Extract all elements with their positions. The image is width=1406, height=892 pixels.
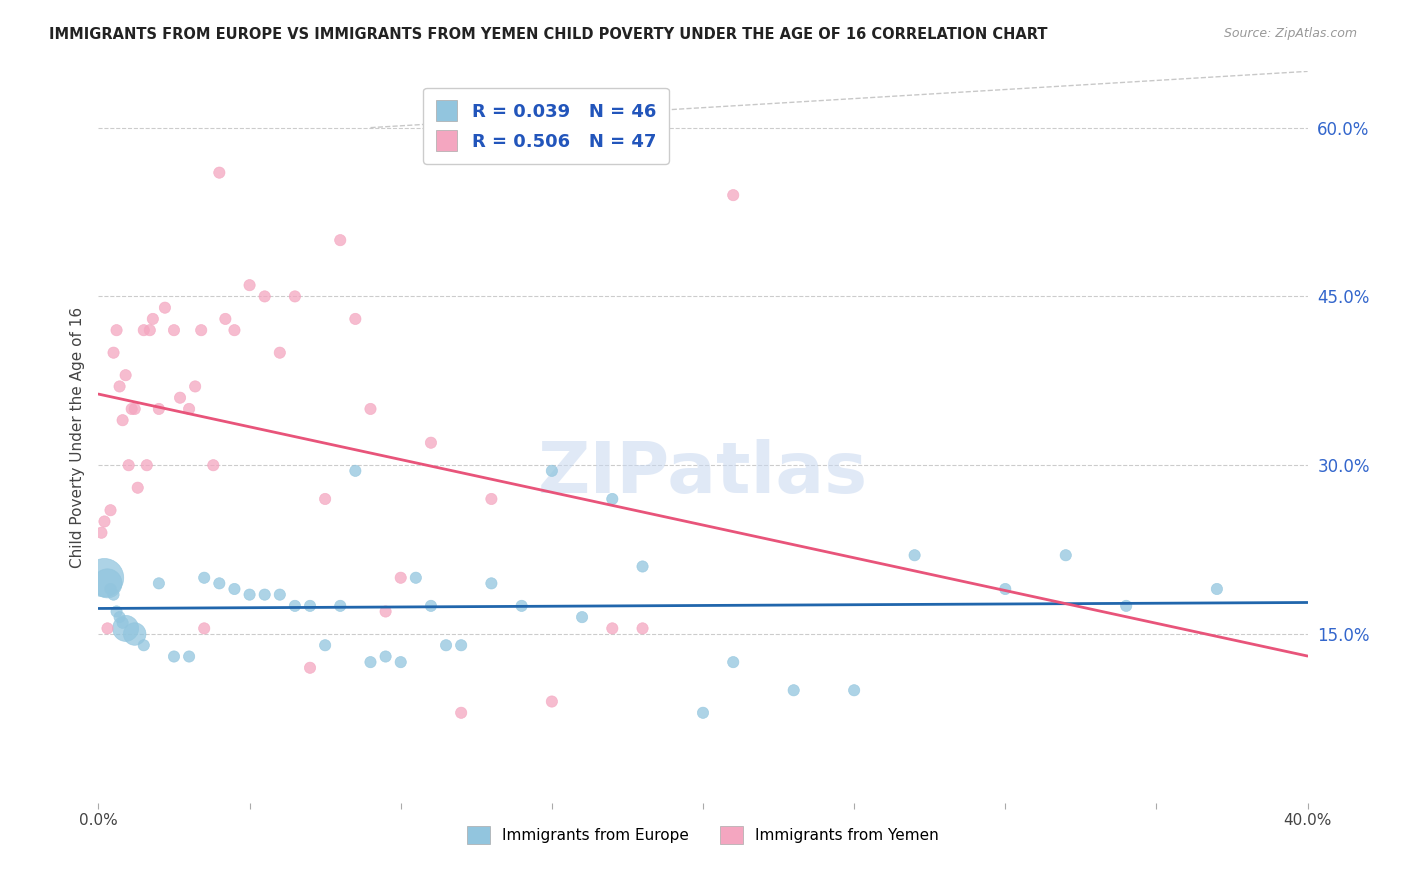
Point (602, 621, 624, 635)
Point (904, 548, 927, 562)
Point (114, 621, 136, 635)
Point (96, 621, 118, 635)
Point (1115, 599, 1137, 613)
Y-axis label: Child Poverty Under the Age of 16: Child Poverty Under the Age of 16 (69, 307, 84, 567)
Point (374, 649, 396, 664)
Point (163, 323, 186, 337)
Point (360, 655, 382, 669)
Point (723, 188, 745, 202)
Point (190, 323, 212, 337)
Point (389, 571, 412, 585)
Point (132, 323, 155, 337)
Point (631, 559, 654, 574)
Point (179, 401, 201, 416)
Point (135, 458, 157, 473)
Point (179, 649, 201, 664)
Point (540, 694, 562, 708)
Point (692, 706, 714, 720)
Point (269, 345, 291, 359)
Point (103, 345, 125, 359)
Point (124, 627, 146, 641)
Point (389, 655, 412, 669)
Point (142, 312, 165, 326)
Point (405, 571, 427, 585)
Point (202, 458, 225, 473)
Point (344, 312, 367, 326)
Point (844, 683, 866, 698)
Point (208, 166, 231, 180)
Point (90, 525, 112, 540)
Point (723, 655, 745, 669)
Point (108, 610, 131, 624)
Point (269, 588, 291, 602)
Point (111, 413, 134, 427)
Point (224, 323, 246, 337)
Point (93, 571, 115, 585)
Point (571, 610, 593, 624)
Point (193, 571, 215, 585)
Point (118, 458, 141, 473)
Point (994, 582, 1017, 596)
Point (105, 323, 128, 337)
Point (93, 515, 115, 529)
Point (100, 503, 122, 517)
Point (193, 621, 215, 635)
Point (631, 621, 654, 635)
Point (239, 278, 262, 293)
Legend: Immigrants from Europe, Immigrants from Yemen: Immigrants from Europe, Immigrants from … (461, 820, 945, 850)
Point (148, 401, 170, 416)
Point (314, 491, 336, 506)
Point (103, 588, 125, 602)
Point (114, 368, 136, 383)
Point (132, 638, 155, 652)
Point (420, 435, 443, 450)
Point (253, 588, 276, 602)
Point (314, 638, 336, 652)
Point (214, 312, 236, 326)
Point (284, 599, 307, 613)
Text: ZIPatlas: ZIPatlas (538, 439, 868, 508)
Point (169, 391, 191, 405)
Point (540, 464, 562, 478)
Point (105, 605, 128, 619)
Point (239, 588, 262, 602)
Point (783, 683, 806, 698)
Point (127, 481, 149, 495)
Point (1054, 548, 1077, 562)
Point (329, 233, 352, 247)
Point (344, 464, 367, 478)
Point (153, 301, 176, 315)
Point (434, 638, 457, 652)
Point (184, 379, 207, 393)
Point (148, 576, 170, 591)
Point (139, 323, 162, 337)
Point (420, 599, 443, 613)
Point (299, 599, 322, 613)
Point (96, 576, 118, 591)
Point (208, 576, 231, 591)
Point (299, 661, 322, 675)
Point (481, 491, 503, 506)
Point (108, 379, 131, 393)
Point (124, 401, 146, 416)
Point (284, 289, 307, 303)
Point (100, 582, 122, 596)
Point (329, 599, 352, 613)
Point (1206, 582, 1229, 596)
Point (360, 401, 382, 416)
Point (163, 649, 186, 664)
Point (510, 599, 533, 613)
Point (450, 638, 472, 652)
Text: IMMIGRANTS FROM EUROPE VS IMMIGRANTS FROM YEMEN CHILD POVERTY UNDER THE AGE OF 1: IMMIGRANTS FROM EUROPE VS IMMIGRANTS FRO… (49, 27, 1047, 42)
Text: Source: ZipAtlas.com: Source: ZipAtlas.com (1223, 27, 1357, 40)
Point (602, 491, 624, 506)
Point (121, 401, 143, 416)
Point (111, 615, 134, 630)
Point (224, 582, 246, 596)
Point (481, 576, 503, 591)
Point (253, 289, 276, 303)
Point (450, 706, 472, 720)
Point (374, 605, 396, 619)
